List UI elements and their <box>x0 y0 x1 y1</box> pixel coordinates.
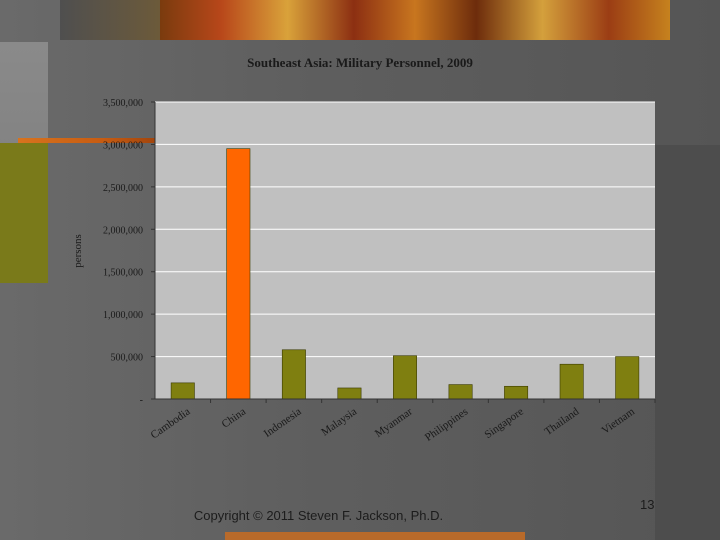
y-tick-label: - <box>140 395 143 406</box>
bars <box>170 148 640 400</box>
bar-thailand <box>559 363 584 400</box>
y-axis-ticks: - 500,000 1,000,000 1,500,000 2,000,000 2,500… <box>103 98 155 406</box>
y-tick-label: 1,000,000 <box>103 310 143 321</box>
y-tick-label: 2,000,000 <box>103 225 143 236</box>
decorative-banner <box>160 0 670 40</box>
copyright-text: Copyright © 2011 Steven F. Jackson, Ph.D… <box>0 508 720 523</box>
bar-indonesia <box>281 349 306 400</box>
x-tick-label-philippines: Philippines <box>423 406 470 444</box>
x-tick-label-china: China <box>220 406 249 431</box>
bar-philippines <box>448 384 473 400</box>
y-tick-label: 2,500,000 <box>103 183 143 194</box>
banner-left-decoration <box>60 0 160 40</box>
x-tick-label-thailand: Thailand <box>542 405 581 438</box>
x-tick-label-indonesia: Indonesia <box>262 406 304 440</box>
bar-myanmar <box>393 355 417 400</box>
bottom-accent-strip <box>225 532 525 540</box>
y-tick-label: 500,000 <box>111 353 144 364</box>
copyright-label: Copyright © 2011 Steven F. Jackson, Ph.D… <box>193 508 444 523</box>
bar-cambodia <box>170 382 195 400</box>
bar-vietnam <box>615 356 640 400</box>
x-tick-label-myanmar: Myanmar <box>373 405 415 440</box>
orange-accent-stripe <box>18 138 158 143</box>
left-olive-block <box>0 143 48 283</box>
chart-title: Southeast Asia: Military Personnel, 2009 <box>247 55 473 70</box>
x-tick-label-cambodia: Cambodia <box>149 406 193 442</box>
y-tick-label: 3,000,000 <box>103 140 143 151</box>
x-axis-ticks: Cambodia China Indonesia Malaysia Myanmar Phi… <box>149 399 656 444</box>
x-tick-label-vietnam: Vietnam <box>600 405 638 436</box>
right-decor-panel <box>655 145 720 540</box>
y-axis-label: persons <box>72 234 84 268</box>
bar-malaysia <box>337 387 362 400</box>
y-tick-label: 3,500,000 <box>103 98 143 109</box>
y-tick-label: 1,500,000 <box>103 268 143 279</box>
x-tick-label-singapore: Singapore <box>482 406 526 441</box>
bar-singapore <box>504 385 529 400</box>
bar-china <box>226 148 251 400</box>
page-number: 13 <box>640 497 655 512</box>
x-tick-label-malaysia: Malaysia <box>319 406 359 439</box>
